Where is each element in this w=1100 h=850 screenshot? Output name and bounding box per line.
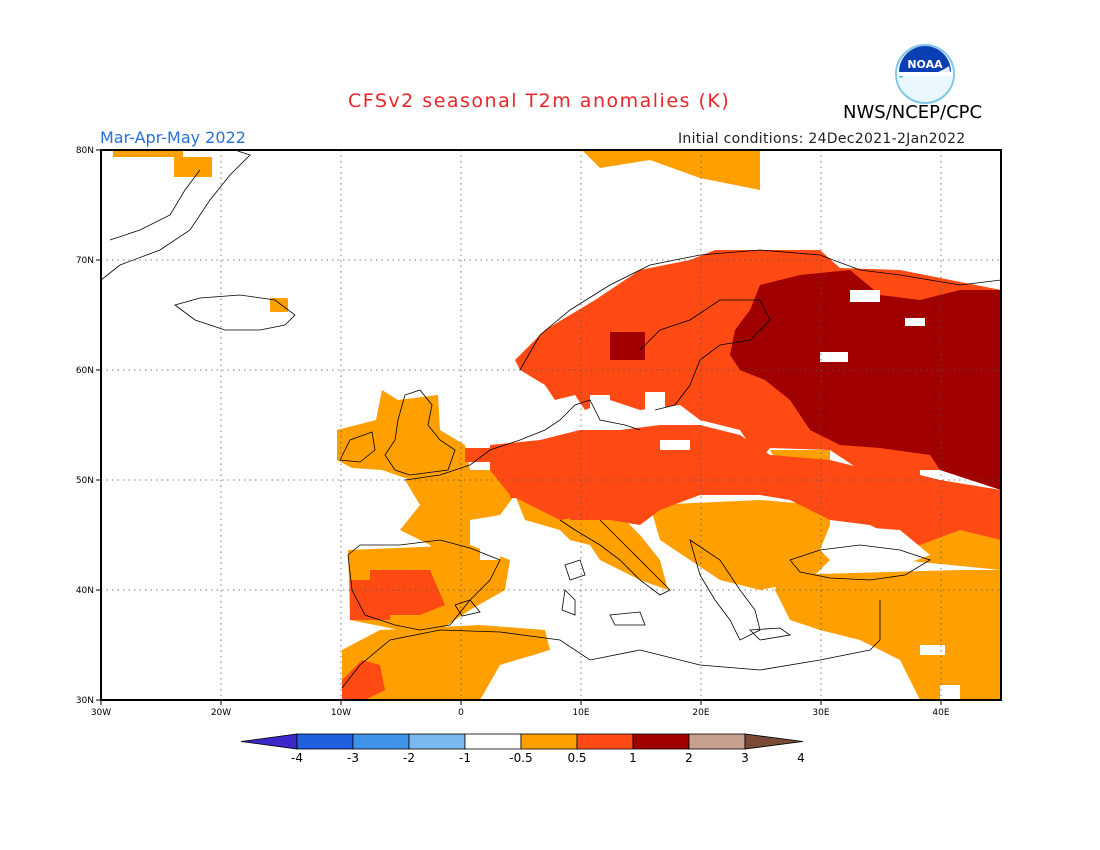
near-normal-patches [480,290,960,700]
colorbar-segment [408,733,466,750]
noaa-logo: NOAA [895,44,955,104]
map-title: CFSv2 seasonal T2m anomalies (K) [348,90,731,112]
colorbar-label: 2 [685,751,693,765]
lat-tick-label: 30N [76,696,94,706]
colorbar-label: -2 [403,751,415,765]
lat-tick-label: 80N [76,146,94,156]
forecast-period: Mar-Apr-May 2022 [100,128,246,147]
lon-tick-label: 0 [458,708,464,718]
lat-tick-label: 60N [76,366,94,376]
colorbar-arrow-high [744,733,804,750]
agency-label: NWS/NCEP/CPC [843,102,983,123]
colorbar-label: 0.5 [567,751,586,765]
lon-tick-label: 20E [692,708,709,718]
lat-tick-label: 70N [76,256,94,266]
colorbar-segment [576,733,634,750]
map-axes: 30W 20W 10W 0 10E 20E 30E 40E 80N 70N 60N 50N 40N 30N [76,146,950,718]
colorbar-segment [688,733,746,750]
initial-conditions: Initial conditions: 24Dec2021-2Jan2022 [678,131,966,147]
colorbar-label: 4 [797,751,805,765]
lon-tick-label: 10W [331,708,351,718]
graticule [101,150,1001,700]
colorbar-segment [632,733,690,750]
lon-tick-label: 10E [572,708,589,718]
lat-tick-label: 50N [76,476,94,486]
colorbar-label: 1 [629,751,637,765]
colorbar-arrow-low [240,733,298,750]
coastlines [101,150,1001,689]
map-frame [100,149,1002,701]
lon-tick-label: 20W [211,708,231,718]
colorbar-label: -1 [459,751,471,765]
colorbar-label: 3 [741,751,749,765]
anomaly-region-2-3 [610,270,1001,490]
lon-tick-label: 40E [932,708,949,718]
colorbar-segment [352,733,410,750]
lon-tick-label: 30E [812,708,829,718]
colorbar-label: -4 [291,751,303,765]
colorbar-label: -0.5 [509,751,532,765]
colorbar-segment [464,733,522,750]
colorbar: -4 -3 -2 -1 -0.5 0.5 1 2 3 4 [240,733,805,765]
colorbar-segment [296,733,354,750]
colorbar-label: -3 [347,751,359,765]
colorbar-segment [520,733,578,750]
logo-text: NOAA [907,58,943,71]
lat-tick-label: 40N [76,586,94,596]
lon-tick-label: 30W [91,708,111,718]
